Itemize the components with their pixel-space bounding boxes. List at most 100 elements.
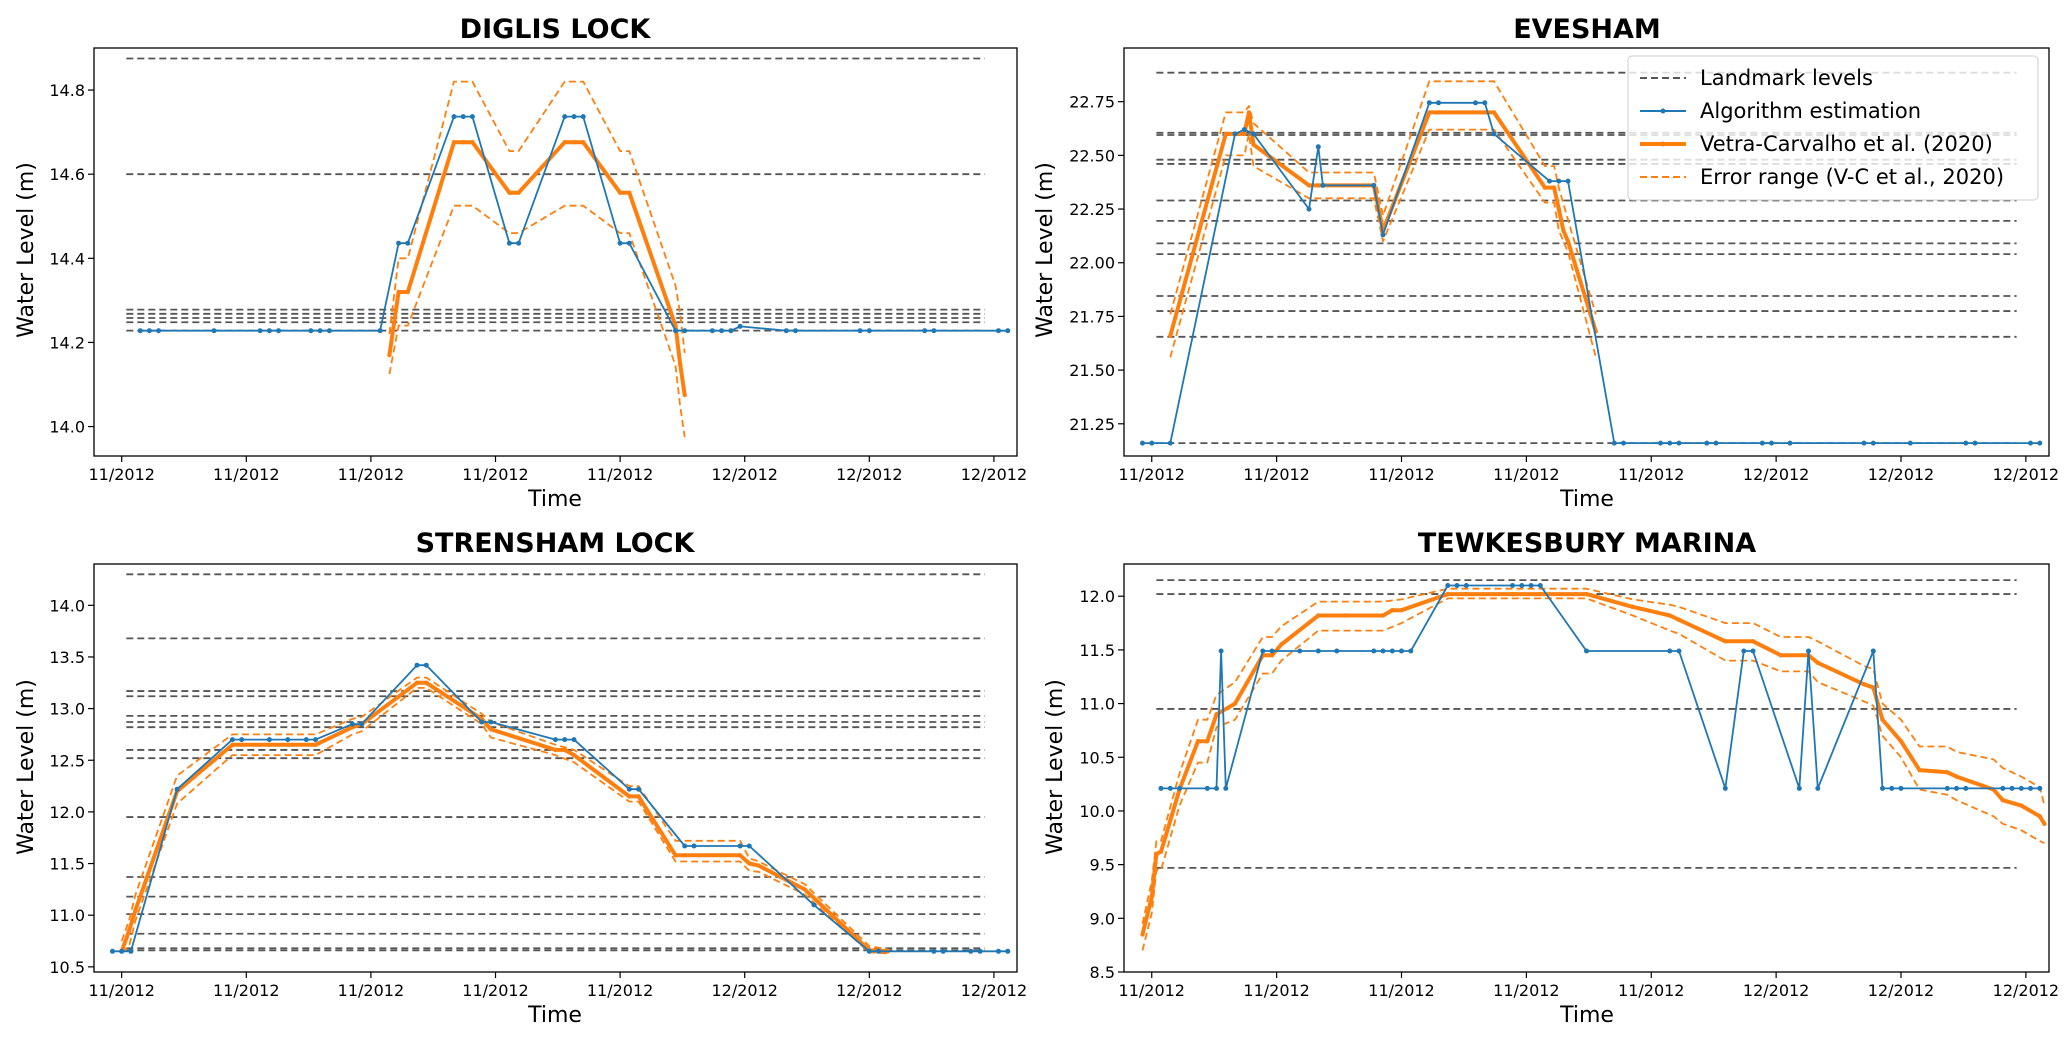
series-point-algorithm — [239, 737, 245, 743]
series-line-algorithm — [112, 664, 1008, 953]
series-point-algorithm — [691, 843, 697, 849]
series-point-vetra — [1445, 591, 1451, 597]
series-point-algorithm — [469, 114, 475, 120]
legend-label-algorithm: Algorithm estimation — [1700, 99, 1921, 123]
series-point-vetra — [1667, 613, 1673, 618]
series-point-vetra — [1464, 591, 1469, 597]
y-tick-label: 12.5 — [49, 751, 85, 770]
series-point-algorithm — [276, 328, 282, 334]
series-point-vetra — [1630, 604, 1636, 610]
series-point-vetra — [756, 863, 761, 868]
series-point-algorithm — [977, 948, 983, 954]
series-point-algorithm — [1334, 648, 1340, 654]
series-point-vetra — [1565, 239, 1571, 244]
series-point-algorithm — [326, 328, 332, 334]
series-point-vetra — [516, 190, 521, 195]
series-point-vetra — [802, 887, 807, 892]
x-tick-label: 11/2012 — [1368, 981, 1434, 1000]
series-point-algorithm — [857, 328, 863, 334]
series-point-algorithm — [996, 328, 1001, 334]
series-line-vetra — [1140, 592, 2047, 935]
series-point-algorithm — [626, 240, 632, 246]
series-point-algorithm — [1380, 648, 1386, 654]
series-point-algorithm — [285, 737, 291, 743]
series-point-vetra — [1242, 131, 1247, 137]
series-point-algorithm — [1972, 440, 1978, 446]
y-axis-label: Water Level (m) — [1033, 162, 1058, 338]
series-point-vetra — [562, 140, 567, 145]
series-point-vetra — [627, 794, 632, 799]
x-tick-label: 12/2012 — [711, 465, 777, 484]
panel-strensham-lock: STRENSHAM LOCK Water Level (m) Time 10.5… — [14, 528, 1027, 1028]
series-point-vetra — [562, 747, 567, 753]
series-point-algorithm — [1537, 583, 1543, 588]
series-point-algorithm — [1676, 648, 1682, 654]
series-point-vetra — [2042, 821, 2047, 826]
series-point-algorithm — [423, 662, 429, 668]
series-point-algorithm — [1713, 440, 1719, 446]
series-point-algorithm — [1861, 440, 1867, 446]
y-tick-label: 22.50 — [1069, 146, 1115, 165]
series-point-vetra — [1343, 613, 1349, 618]
series-point-vetra — [387, 352, 392, 358]
series-point-algorithm — [922, 328, 928, 334]
series-point-algorithm — [571, 737, 577, 743]
series-point-vetra — [1861, 682, 1867, 687]
series-point-vetra — [682, 853, 687, 858]
series-point-algorithm — [1436, 100, 1441, 106]
x-tick-label: 11/2012 — [1618, 465, 1684, 484]
series-point-vetra — [461, 140, 466, 145]
x-axis-label: Time — [1559, 1003, 1614, 1028]
y-tick-label: 13.0 — [49, 700, 85, 719]
x-tick-label: 11/2012 — [462, 465, 528, 484]
series-point-vetra — [1399, 608, 1404, 613]
y-axis-label: Water Level (m) — [1043, 679, 1068, 855]
plot-frame — [1123, 47, 2050, 457]
series-point-algorithm — [553, 737, 558, 743]
series-point-algorithm — [1667, 440, 1673, 446]
series-point-algorithm — [1214, 785, 1219, 791]
series-point-algorithm — [783, 328, 789, 334]
series-point-algorithm — [460, 114, 466, 120]
series-point-vetra — [126, 928, 132, 933]
series-point-vetra — [1871, 685, 1876, 690]
series-point-algorithm — [1140, 440, 1145, 446]
series-point-vetra — [1223, 131, 1229, 137]
series-point-vetra — [396, 289, 401, 295]
series-point-vetra — [1205, 739, 1210, 744]
series-point-vetra — [230, 742, 235, 747]
series-point-vetra — [1316, 613, 1321, 618]
x-tick-label: 11/2012 — [338, 465, 404, 484]
series-point-vetra — [1214, 712, 1219, 717]
y-tick-label: 14.0 — [49, 418, 85, 437]
series-point-algorithm — [1584, 648, 1589, 654]
legend-entry-error: Error range (V-C et al., 2020) — [1640, 165, 2004, 189]
series-point-algorithm — [940, 948, 946, 954]
series-point-algorithm — [1269, 648, 1275, 654]
series-point-algorithm — [1565, 178, 1571, 184]
series-point-vetra — [581, 140, 586, 145]
series-point-vetra — [2037, 814, 2043, 819]
plot-frame — [93, 563, 1018, 973]
series-point-algorithm — [1408, 648, 1414, 654]
series-point-vetra — [1195, 739, 1201, 744]
series-point-algorithm — [266, 328, 272, 334]
x-tick-label: 12/2012 — [1868, 981, 1934, 1000]
series-point-vetra — [1269, 653, 1275, 658]
series-point-algorithm — [1167, 440, 1173, 446]
legend-marker-vetra — [1660, 141, 1666, 147]
y-tick-label: 9.0 — [1090, 909, 1115, 928]
y-tick-label: 14.8 — [49, 81, 85, 100]
series-point-algorithm — [211, 328, 217, 334]
series-point-algorithm — [1528, 583, 1534, 588]
series-point-vetra — [424, 680, 429, 685]
series-point-algorithm — [1621, 440, 1626, 446]
series-point-vetra — [1551, 185, 1557, 190]
y-tick-label: 11.5 — [49, 855, 85, 874]
series-point-algorithm — [1149, 440, 1155, 446]
x-tick-label: 11/2012 — [88, 465, 154, 484]
y-tick-label: 9.5 — [1090, 856, 1115, 875]
series-point-algorithm — [1750, 648, 1756, 654]
series-point-algorithm — [308, 328, 314, 334]
